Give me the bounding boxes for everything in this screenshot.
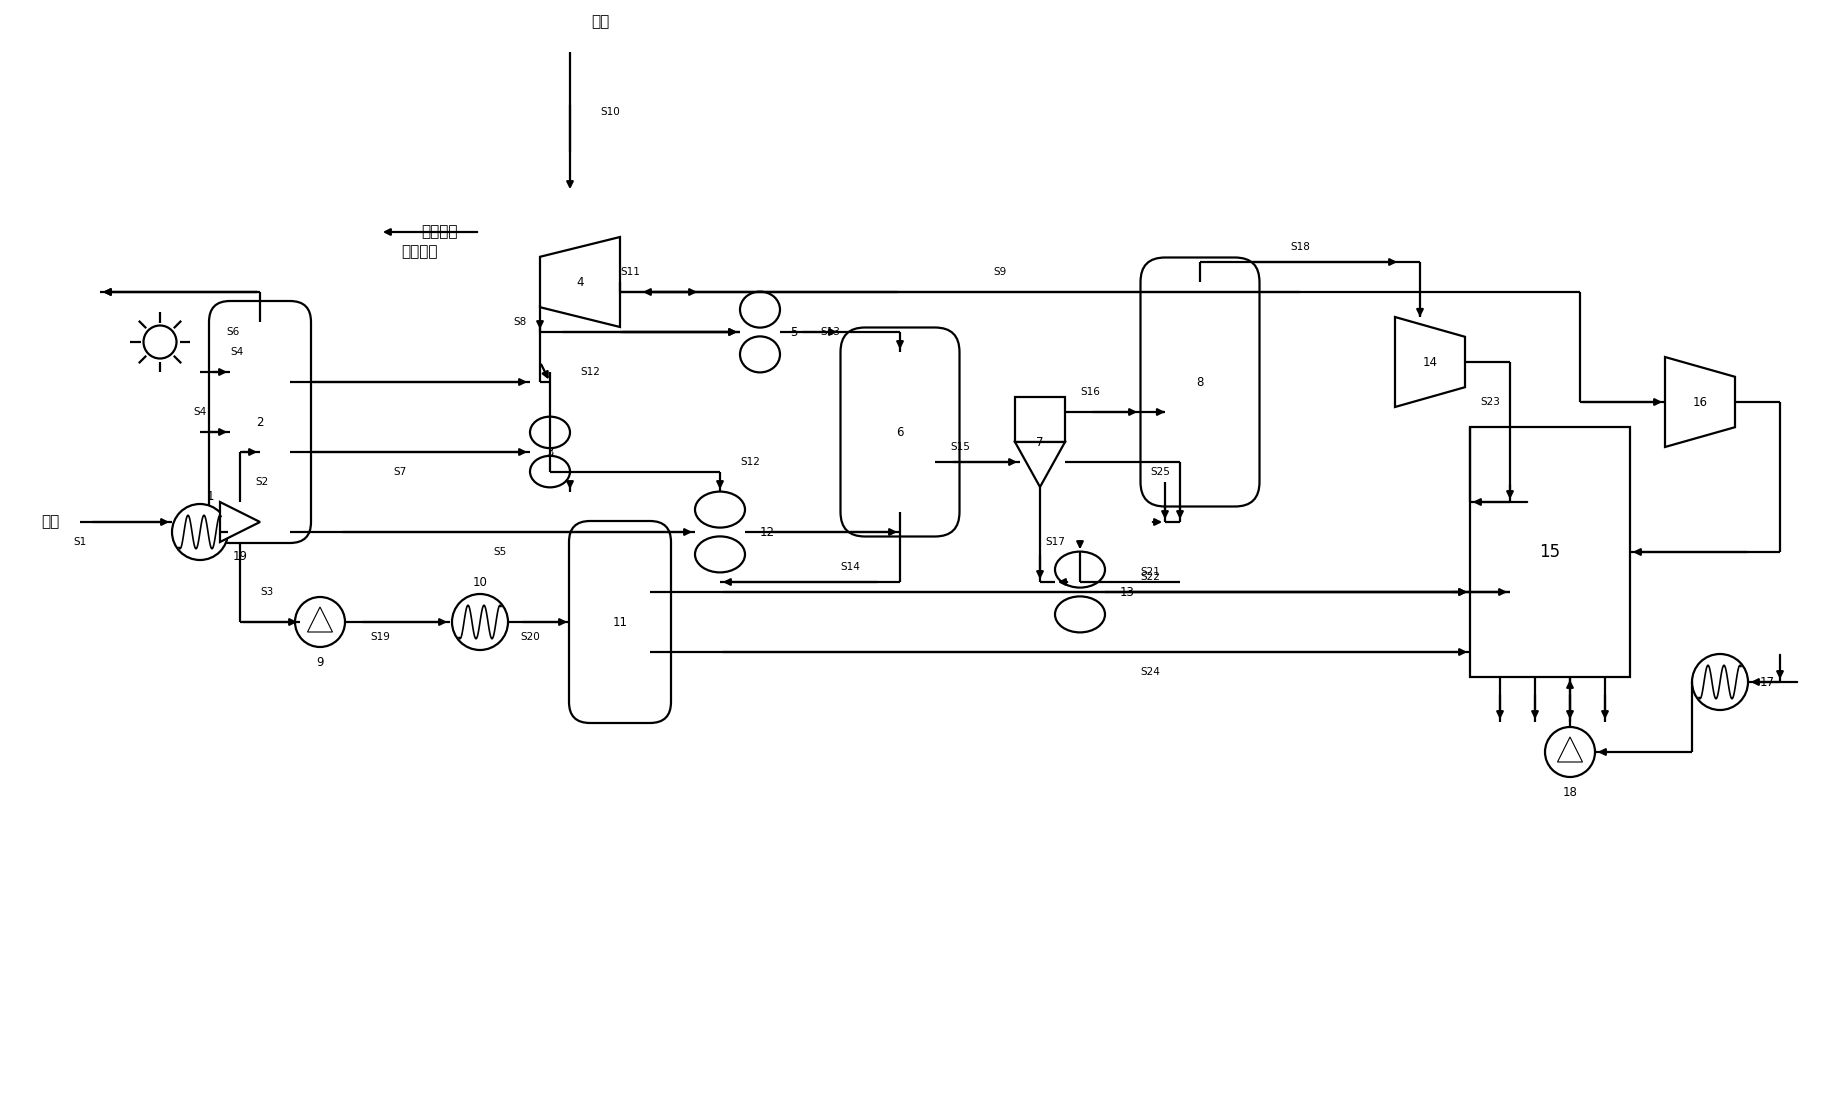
Text: S16: S16 (1080, 387, 1100, 397)
Polygon shape (308, 607, 332, 633)
Circle shape (1544, 727, 1594, 777)
Text: 6: 6 (896, 425, 903, 439)
Text: S8: S8 (514, 317, 527, 327)
Ellipse shape (695, 491, 745, 528)
Text: S7: S7 (393, 467, 407, 477)
Text: S3: S3 (260, 587, 273, 597)
Text: S12: S12 (581, 367, 599, 377)
Text: 19: 19 (232, 551, 247, 563)
Polygon shape (1015, 442, 1065, 487)
Text: 空气: 空气 (592, 14, 610, 30)
Text: 11: 11 (612, 616, 627, 628)
Text: S9: S9 (993, 267, 1006, 277)
Text: 3: 3 (546, 445, 553, 458)
Text: 9: 9 (317, 656, 324, 669)
Text: S22: S22 (1141, 572, 1159, 582)
Circle shape (144, 325, 177, 358)
Text: 14: 14 (1423, 356, 1438, 368)
Text: 1: 1 (206, 490, 214, 504)
Ellipse shape (1054, 596, 1106, 633)
Text: S5: S5 (494, 547, 507, 557)
Text: S18: S18 (1290, 242, 1310, 252)
FancyBboxPatch shape (1141, 258, 1259, 507)
Text: 5: 5 (791, 325, 798, 338)
Polygon shape (540, 237, 619, 327)
Circle shape (452, 594, 509, 650)
Text: S11: S11 (619, 267, 640, 277)
Text: S23: S23 (1480, 397, 1500, 407)
Polygon shape (1395, 317, 1465, 407)
Circle shape (1692, 653, 1747, 710)
Ellipse shape (531, 456, 569, 487)
Polygon shape (1664, 357, 1734, 447)
Ellipse shape (741, 336, 780, 372)
Text: S15: S15 (949, 442, 969, 452)
FancyBboxPatch shape (569, 521, 671, 723)
Text: S2: S2 (254, 477, 269, 487)
Text: S6: S6 (227, 327, 240, 337)
Text: 18: 18 (1563, 786, 1578, 799)
Text: 17: 17 (1760, 676, 1775, 689)
Text: S10: S10 (601, 107, 619, 117)
Bar (1471, 426, 1629, 677)
Polygon shape (219, 503, 260, 542)
Text: 7: 7 (1036, 435, 1043, 449)
FancyBboxPatch shape (208, 301, 311, 543)
Ellipse shape (531, 417, 569, 449)
Text: 4: 4 (577, 276, 584, 289)
Circle shape (295, 597, 345, 647)
Polygon shape (1557, 737, 1583, 761)
Circle shape (171, 504, 229, 560)
Text: 冷却空气: 冷却空气 (402, 245, 439, 259)
Polygon shape (1015, 397, 1065, 442)
Text: S17: S17 (1045, 537, 1065, 547)
Text: S1: S1 (74, 537, 87, 547)
Text: 冷却空气: 冷却空气 (422, 225, 459, 239)
Text: S14: S14 (840, 562, 861, 572)
Text: S19: S19 (370, 633, 391, 642)
Text: 8: 8 (1196, 376, 1203, 389)
Ellipse shape (1054, 552, 1106, 587)
Text: S20: S20 (520, 633, 540, 642)
Text: 13: 13 (1121, 585, 1135, 598)
Ellipse shape (741, 292, 780, 327)
Text: 甲醇: 甲醇 (41, 515, 59, 529)
Text: S25: S25 (1150, 467, 1170, 477)
Text: S12: S12 (741, 457, 759, 467)
Text: 15: 15 (1539, 543, 1561, 561)
Text: S24: S24 (1141, 667, 1159, 677)
Text: S13: S13 (820, 327, 840, 337)
FancyBboxPatch shape (840, 327, 960, 537)
Text: S21: S21 (1141, 568, 1159, 577)
Text: S4: S4 (230, 347, 243, 357)
Text: S4: S4 (194, 407, 206, 417)
Text: 16: 16 (1692, 396, 1707, 409)
Text: 12: 12 (759, 526, 776, 539)
Text: 2: 2 (256, 415, 264, 429)
Text: 10: 10 (472, 575, 487, 588)
Ellipse shape (695, 537, 745, 572)
